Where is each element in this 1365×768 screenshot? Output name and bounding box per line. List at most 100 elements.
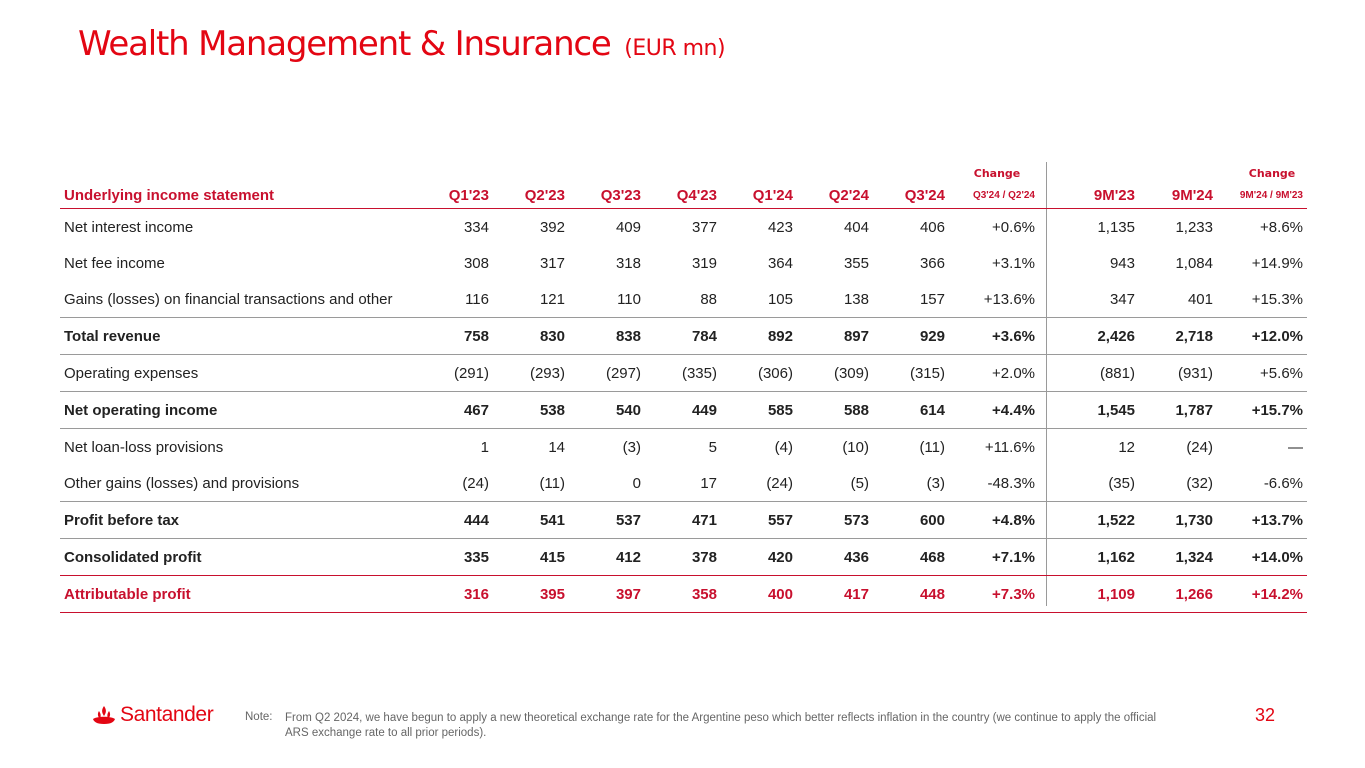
cell: 1,135 bbox=[1097, 218, 1135, 236]
column-header: Q3'23 bbox=[569, 182, 645, 209]
table-row: Net fee income 308 317 318 319 364 355 3… bbox=[60, 245, 1307, 281]
row-label: Attributable profit bbox=[60, 575, 412, 613]
brand-name: Santander bbox=[120, 703, 214, 726]
title-main: Wealth Management & Insurance bbox=[78, 24, 612, 64]
column-header: Q3'24 bbox=[873, 182, 949, 209]
cell: +4.4% bbox=[949, 391, 1039, 429]
cell: 929 bbox=[873, 317, 949, 355]
cell: (11) bbox=[919, 438, 945, 456]
table-row: Other gains (losses) and provisions (24)… bbox=[60, 465, 1307, 502]
income-statement-table: Underlying income statement Q1'23 Q2'23 … bbox=[60, 182, 1307, 613]
page-title: Wealth Management & Insurance (EUR mn) bbox=[78, 22, 726, 71]
row-label: Net operating income bbox=[60, 391, 412, 429]
cell: +7.1% bbox=[949, 538, 1039, 576]
row-label: Consolidated profit bbox=[60, 538, 412, 576]
cell: 88 bbox=[645, 281, 721, 318]
column-header: Q2'23 bbox=[493, 182, 569, 209]
cell: (931) bbox=[1139, 354, 1217, 392]
cell: 588 bbox=[797, 391, 873, 429]
cell: +13.6% bbox=[949, 281, 1039, 318]
cell: 448 bbox=[873, 575, 949, 613]
cell: 1,109 bbox=[1039, 575, 1139, 613]
cell: 138 bbox=[797, 281, 873, 318]
cell: +2.0% bbox=[949, 354, 1039, 392]
table-row: Attributable profit 316 395 397 358 400 … bbox=[60, 575, 1307, 613]
cell: — bbox=[1288, 438, 1303, 456]
cell: (4) bbox=[774, 438, 793, 456]
cell: 377 bbox=[691, 218, 717, 236]
cell: 406 bbox=[919, 218, 945, 236]
cell: 1,545 bbox=[1039, 391, 1139, 429]
column-header: 9M'23 bbox=[1039, 182, 1139, 209]
change-header-ytd: Change bbox=[1248, 167, 1296, 180]
cell: (10) bbox=[842, 438, 869, 456]
cell: -6.6% bbox=[1217, 465, 1307, 502]
column-header: Q1'23 bbox=[412, 182, 493, 209]
cell: 335 bbox=[412, 538, 493, 576]
cell: 541 bbox=[493, 501, 569, 539]
column-header: Q3'24 / Q2'24 bbox=[949, 182, 1039, 209]
table-row: Operating expenses (291) (293) (297) (33… bbox=[60, 354, 1307, 392]
cell: 1,730 bbox=[1139, 501, 1217, 539]
cell: (291) bbox=[412, 354, 493, 392]
cell: 364 bbox=[767, 254, 793, 272]
cell: +0.6% bbox=[992, 218, 1035, 236]
table-row: Consolidated profit 335 415 412 378 420 … bbox=[60, 538, 1307, 576]
cell: 2,718 bbox=[1139, 317, 1217, 355]
cell: 316 bbox=[412, 575, 493, 613]
cell: 585 bbox=[721, 391, 797, 429]
cell: (881) bbox=[1039, 354, 1139, 392]
cell: 5 bbox=[708, 438, 717, 456]
cell: 412 bbox=[569, 538, 645, 576]
column-header: Q1'24 bbox=[721, 182, 797, 209]
table-row: Net operating income 467 538 540 449 585… bbox=[60, 391, 1307, 429]
cell: 449 bbox=[645, 391, 721, 429]
cell: 1,787 bbox=[1139, 391, 1217, 429]
cell: 319 bbox=[691, 254, 717, 272]
row-label: Net interest income bbox=[64, 218, 194, 236]
cell: (293) bbox=[493, 354, 569, 392]
table-row: Net interest income 334 392 409 377 423 … bbox=[60, 209, 1307, 246]
cell: 378 bbox=[645, 538, 721, 576]
table-row: Total revenue 758 830 838 784 892 897 92… bbox=[60, 317, 1307, 355]
cell: (32) bbox=[1139, 465, 1217, 502]
cell: 1,266 bbox=[1139, 575, 1217, 613]
cell: 157 bbox=[873, 281, 949, 318]
cell: (315) bbox=[873, 354, 949, 392]
cell: 1,324 bbox=[1139, 538, 1217, 576]
cell: 395 bbox=[493, 575, 569, 613]
cell: 1,233 bbox=[1175, 218, 1213, 236]
page-number: 32 bbox=[1255, 705, 1276, 725]
table-row: Gains (losses) on financial transactions… bbox=[60, 281, 1307, 318]
cell: 116 bbox=[412, 281, 493, 318]
column-header: 9M'24 bbox=[1139, 182, 1217, 209]
cell: +15.3% bbox=[1217, 281, 1307, 318]
cell: +4.8% bbox=[949, 501, 1039, 539]
cell: 420 bbox=[721, 538, 797, 576]
cell: 417 bbox=[797, 575, 873, 613]
cell: (35) bbox=[1039, 465, 1139, 502]
cell: 105 bbox=[721, 281, 797, 318]
cell: (3) bbox=[873, 465, 949, 502]
cell: 600 bbox=[873, 501, 949, 539]
cell: (297) bbox=[569, 354, 645, 392]
cell: 573 bbox=[797, 501, 873, 539]
cell: 830 bbox=[493, 317, 569, 355]
cell: 392 bbox=[539, 218, 565, 236]
cell: 444 bbox=[412, 501, 493, 539]
column-header: Q4'23 bbox=[645, 182, 721, 209]
cell: 317 bbox=[539, 254, 565, 272]
cell: 401 bbox=[1139, 281, 1217, 318]
cell: 318 bbox=[615, 254, 641, 272]
cell: 436 bbox=[797, 538, 873, 576]
row-label: Profit before tax bbox=[60, 501, 412, 539]
cell: 467 bbox=[412, 391, 493, 429]
cell: +14.0% bbox=[1217, 538, 1307, 576]
change-header-quarter: Change bbox=[973, 167, 1021, 180]
table-row: Net loan-loss provisions 1 14 (3) 5 (4) … bbox=[60, 429, 1307, 466]
cell: 537 bbox=[569, 501, 645, 539]
cell: 468 bbox=[873, 538, 949, 576]
cell: +3.6% bbox=[949, 317, 1039, 355]
cell: (5) bbox=[797, 465, 873, 502]
table-row: Profit before tax 444 541 537 471 557 57… bbox=[60, 501, 1307, 539]
